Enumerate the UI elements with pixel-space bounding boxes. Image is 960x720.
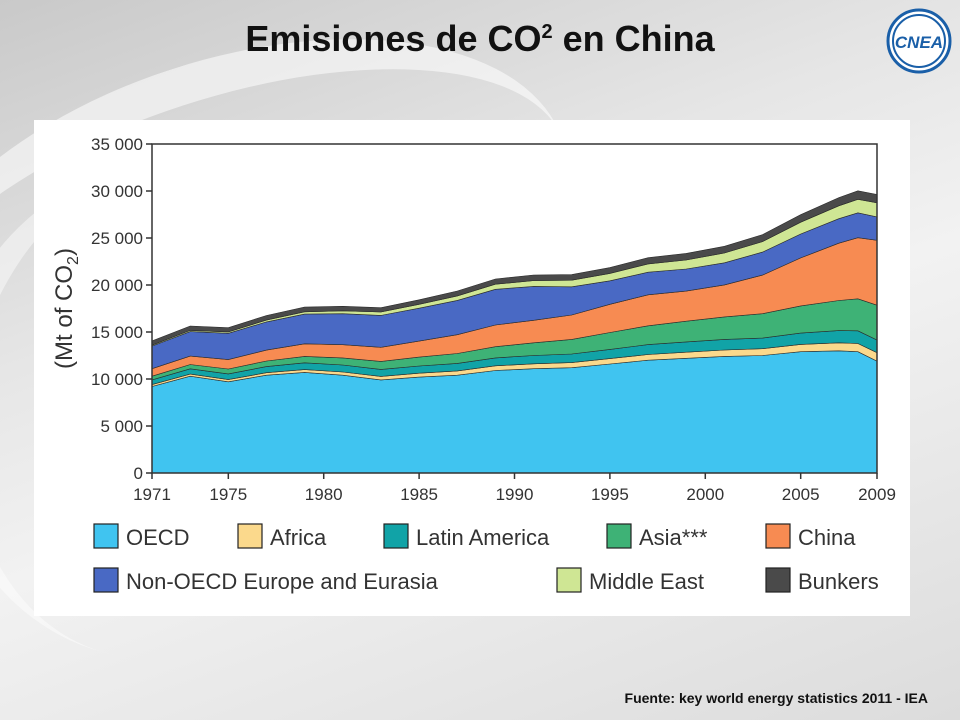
legend-swatch: [237, 523, 263, 549]
slide-title: Emisiones de CO2 en China: [0, 18, 960, 60]
legend-swatch: [556, 567, 582, 593]
legend-swatch: [383, 523, 409, 549]
x-tick-label: 2005: [782, 485, 820, 504]
legend-swatch: [765, 567, 791, 593]
source-note: Fuente: key world energy statistics 2011…: [624, 690, 928, 706]
legend-swatch: [93, 567, 119, 593]
x-tick-label: 2000: [686, 485, 724, 504]
title-main: Emisiones de CO: [245, 18, 542, 59]
y-tick-label: 10 000: [91, 370, 143, 389]
legend-swatch: [93, 523, 119, 549]
chart-svg: 0 5 000 10 000 15 000 20 000 25 000 30 000 35 0…: [51, 135, 896, 594]
x-tick-label: 1990: [496, 485, 534, 504]
legend-label: Latin America: [416, 525, 550, 550]
x-tick-label: 1975: [209, 485, 247, 504]
y-tick-label: 35 000: [91, 135, 143, 154]
legend-label: Africa: [270, 525, 327, 550]
y-tick-label: 30 000: [91, 182, 143, 201]
legend-label: Bunkers: [798, 569, 879, 594]
y-tick-label: 20 000: [91, 276, 143, 295]
y-tick-label: 0: [134, 464, 143, 483]
x-tick-label: 2009: [858, 485, 896, 504]
x-tick-label: 1985: [400, 485, 438, 504]
legend-label: OECD: [126, 525, 190, 550]
legend-swatch: [765, 523, 791, 549]
y-axis-label-subscript: 2: [65, 256, 82, 265]
y-axis-label: (Mt of CO2): [51, 248, 82, 369]
y-axis-label-end: ): [51, 248, 78, 256]
x-tick-label: 1980: [305, 485, 343, 504]
title-subscript: 2: [541, 21, 553, 43]
legend-label: Asia***: [639, 525, 708, 550]
y-axis-label-main: (Mt of CO: [51, 265, 78, 369]
title-end: en China: [552, 18, 715, 59]
legend-label: Non-OECD Europe and Eurasia: [126, 569, 439, 594]
y-tick-label: 25 000: [91, 229, 143, 248]
cnea-logo-icon: CNEA: [886, 8, 952, 74]
y-tick-label: 5 000: [100, 417, 143, 436]
legend-swatch: [606, 523, 632, 549]
legend-label: Middle East: [589, 569, 704, 594]
legend-label: China: [798, 525, 856, 550]
x-tick-label: 1995: [591, 485, 629, 504]
emissions-chart: 0 5 000 10 000 15 000 20 000 25 000 30 000 35 0…: [34, 120, 910, 616]
x-tick-label: 1971: [133, 485, 171, 504]
logo-text: CNEA: [895, 33, 943, 52]
y-tick-label: 15 000: [91, 323, 143, 342]
